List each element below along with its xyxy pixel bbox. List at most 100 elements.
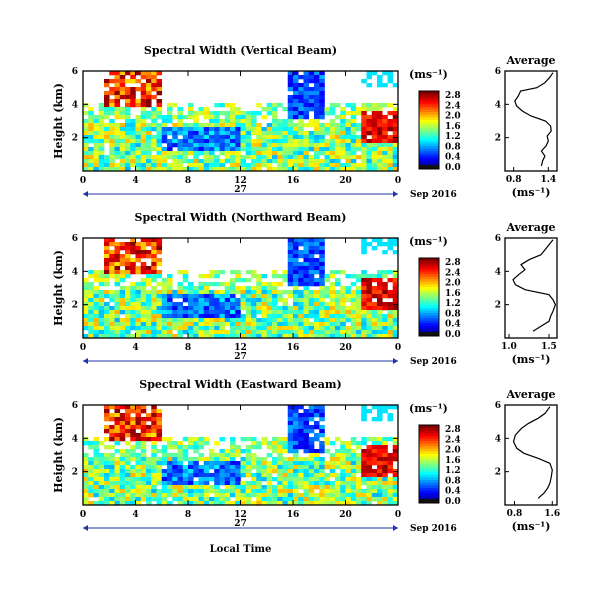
heatmap-cell: [240, 314, 247, 319]
heatmap-cell: [172, 493, 178, 498]
heatmap-cell: [361, 115, 367, 120]
heatmap-cell: [251, 294, 257, 299]
heatmap-cell: [319, 286, 325, 291]
heatmap-cell: [282, 147, 289, 152]
heatmap-cell: [308, 322, 315, 327]
heatmap-cell: [167, 147, 173, 152]
heatmap-cell: [146, 477, 152, 482]
heatmap-cell: [298, 485, 304, 490]
heatmap-cell: [93, 481, 100, 486]
heatmap-cell: [272, 326, 278, 331]
heatmap-cell: [109, 445, 115, 450]
colorbar-swatch: [419, 156, 439, 159]
heatmap-cell: [329, 469, 336, 474]
heatmap-cell: [319, 147, 325, 152]
heatmap-cell: [140, 433, 147, 438]
heatmap-cell: [161, 445, 168, 450]
heatmap-cell: [114, 123, 121, 128]
heatmap-cell: [135, 405, 142, 410]
x-axis-label: Local Time: [210, 544, 272, 555]
heatmap-cell: [298, 159, 304, 164]
heatmap-cell: [382, 115, 388, 120]
heatmap-cell: [125, 155, 131, 160]
heatmap-cell: [114, 95, 121, 100]
heatmap-cell: [130, 135, 136, 140]
heatmap-cell: [319, 242, 325, 247]
heatmap-cell: [377, 270, 383, 275]
heatmap-cell: [293, 286, 299, 291]
heatmap-cell: [308, 489, 315, 494]
heatmap-cell: [392, 298, 399, 303]
heatmap-cell: [161, 473, 168, 478]
heatmap-cell: [345, 489, 352, 494]
heatmap-cell: [272, 167, 278, 172]
heatmap-cell: [203, 123, 210, 128]
heatmap-cell: [135, 302, 142, 307]
heatmap-cell: [319, 270, 325, 275]
colorbar-swatch: [419, 289, 439, 293]
heatmap-cell: [156, 413, 163, 418]
heatmap-cell: [119, 429, 126, 434]
heatmap-cell: [93, 493, 100, 498]
heatmap-cell: [303, 266, 310, 271]
heatmap-cell: [235, 473, 241, 478]
heatmap-cell: [392, 115, 399, 120]
heatmap-cell: [235, 119, 241, 124]
heatmap-cell: [303, 445, 310, 450]
heatmap-cell: [366, 334, 373, 339]
heatmap-cell: [361, 242, 367, 247]
heatmap-cell: [193, 131, 199, 136]
heatmap-cell: [209, 326, 215, 331]
heatmap-cell: [172, 310, 178, 315]
heatmap-cell: [182, 489, 189, 494]
heatmap-cell: [308, 497, 315, 502]
heatmap-cell: [287, 461, 294, 466]
heatmap-cell: [361, 437, 367, 442]
heatmap-cell: [104, 318, 110, 323]
heatmap-cell: [130, 258, 136, 263]
heatmap-cell: [125, 421, 131, 426]
heatmap-cell: [140, 298, 147, 303]
heatmap-cell: [371, 147, 378, 152]
heatmap-cell: [156, 143, 163, 148]
heatmap-cell: [329, 314, 336, 319]
heatmap-cell: [245, 481, 252, 486]
heatmap-cell: [214, 485, 220, 490]
heatmap-cell: [151, 294, 157, 299]
heatmap-cell: [287, 445, 294, 450]
heatmap-cell: [256, 290, 262, 295]
heatmap-cell: [277, 151, 283, 156]
heatmap-cell: [83, 318, 89, 323]
heatmap-cell: [387, 246, 394, 251]
heatmap-cell: [366, 437, 373, 442]
day-label: 27: [234, 519, 247, 529]
heatmap-cell: [235, 274, 241, 279]
heatmap-cell: [188, 167, 194, 172]
heatmap-cell: [140, 143, 147, 148]
heatmap-cell: [88, 322, 94, 327]
heatmap-cell: [198, 294, 205, 299]
heatmap-cell: [146, 71, 152, 76]
y-tick-label: 2: [72, 301, 78, 311]
heatmap-cell: [256, 322, 262, 327]
heatmap-cell: [314, 437, 320, 442]
heatmap-cell: [224, 167, 231, 172]
colorbar-swatch: [419, 427, 439, 431]
heatmap-cell: [224, 314, 231, 319]
heatmap-cell: [377, 242, 383, 247]
heatmap-cell: [324, 123, 331, 128]
heatmap-cell: [114, 314, 121, 319]
heatmap-cell: [235, 330, 241, 335]
heatmap-cell: [387, 306, 394, 311]
heatmap-cell: [146, 139, 152, 144]
heatmap-cell: [277, 449, 283, 454]
heatmap-cell: [319, 457, 325, 462]
heatmap-cell: [287, 242, 294, 247]
heatmap-cell: [188, 135, 194, 140]
heatmap-cell: [314, 473, 320, 478]
heatmap-cell: [361, 278, 367, 283]
heatmap-cell: [256, 441, 262, 446]
heatmap-cell: [293, 159, 299, 164]
heatmap-cell: [114, 469, 121, 474]
heatmap-cell: [329, 151, 336, 156]
